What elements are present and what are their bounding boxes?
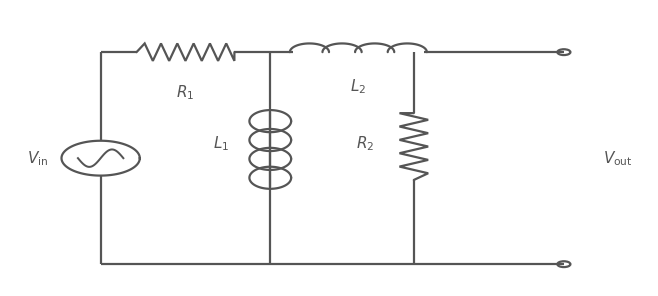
Text: $R_2$: $R_2$ [356,134,374,153]
Text: $V_{\mathrm{in}}$: $V_{\mathrm{in}}$ [27,149,49,168]
Text: $V_{\mathrm{out}}$: $V_{\mathrm{out}}$ [603,149,633,168]
Text: $R_1$: $R_1$ [176,83,195,102]
Text: $L_1$: $L_1$ [213,134,230,153]
Text: $L_2$: $L_2$ [350,78,367,96]
